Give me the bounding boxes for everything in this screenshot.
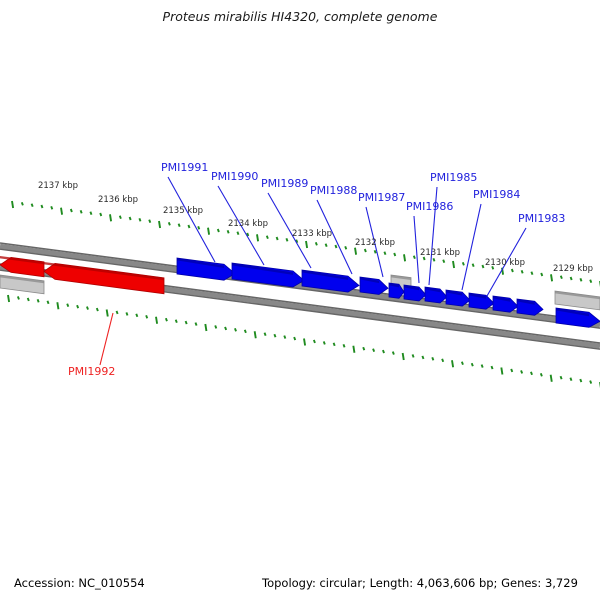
gene-labels[interactable]: PMI1992PMI1991PMI1990PMI1989PMI1988PMI19… <box>68 161 565 378</box>
genome-stats-text: Topology: circular; Length: 4,063,606 bp… <box>261 576 578 590</box>
gene-feature[interactable] <box>424 286 448 304</box>
page-title: Proteus mirabilis HI4320, complete genom… <box>163 9 438 24</box>
gene-feature[interactable] <box>0 274 45 295</box>
gene-feature[interactable] <box>0 256 45 278</box>
ruler-ticks <box>7 200 600 389</box>
ruler-tick-label: 2136 kbp <box>98 195 138 205</box>
gene-feature[interactable] <box>554 290 600 311</box>
gene-feature[interactable] <box>445 289 471 307</box>
accession-text: Accession: NC_010554 <box>14 576 145 590</box>
gene-label-pmi1986[interactable]: PMI1986 <box>406 200 453 213</box>
gene-feature[interactable] <box>176 257 236 281</box>
gene-label-pmi1988[interactable]: PMI1988 <box>310 184 357 197</box>
gene-label-pmi1984[interactable]: PMI1984 <box>473 188 520 201</box>
gene-feature[interactable] <box>403 284 427 302</box>
ruler-tick-label: 2134 kbp <box>228 219 268 229</box>
gene-label-pmi1985[interactable]: PMI1985 <box>430 171 477 184</box>
gene-feature[interactable] <box>516 298 544 316</box>
gene-feature[interactable] <box>468 292 495 310</box>
gene-feature[interactable] <box>555 307 600 328</box>
ruler-tick-label: 2133 kbp <box>292 229 332 239</box>
gene-feature[interactable] <box>388 282 405 299</box>
gene-label-pmi1983[interactable]: PMI1983 <box>518 212 565 225</box>
gene-label-pmi1989[interactable]: PMI1989 <box>261 177 308 190</box>
ruler-tick-label: 2130 kbp <box>485 258 525 268</box>
ruler-tick-label: 2131 kbp <box>420 248 460 258</box>
gene-feature[interactable] <box>359 276 389 295</box>
label-leader-lines <box>99 176 527 366</box>
gene-label-pmi1992[interactable]: PMI1992 <box>68 365 115 378</box>
feature-track[interactable] <box>0 256 600 328</box>
gene-label-pmi1991[interactable]: PMI1991 <box>161 161 208 174</box>
gene-feature[interactable] <box>492 295 519 313</box>
gene-label-pmi1987[interactable]: PMI1987 <box>358 191 405 204</box>
ruler-tick-label: 2129 kbp <box>553 264 593 274</box>
gene-feature[interactable] <box>43 262 165 295</box>
gene-label-pmi1990[interactable]: PMI1990 <box>211 170 258 183</box>
ruler-tick-label: 2135 kbp <box>163 206 203 216</box>
ruler-tick-label: 2137 kbp <box>38 181 78 191</box>
gene-feature[interactable] <box>301 269 360 293</box>
ruler-tick-label: 2132 kbp <box>355 238 395 248</box>
ruler-tick-labels: 2137 kbp 2136 kbp 2135 kbp 2134 kbp 2133 kbp… <box>38 181 593 274</box>
gene-feature[interactable] <box>231 262 305 288</box>
